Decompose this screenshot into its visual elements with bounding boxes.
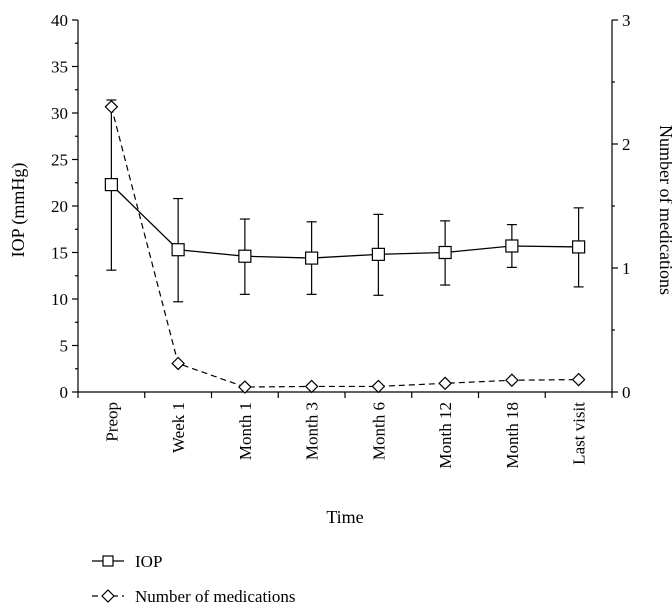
iop-line (110, 184, 579, 259)
series-medications (104, 99, 586, 394)
x-tick-label: Month 12 (436, 402, 455, 469)
x-tick-label: Week 1 (169, 402, 188, 453)
legend: IOP Number of medications (92, 552, 296, 606)
medications-point (238, 380, 252, 394)
medications-point (571, 372, 586, 387)
iop-point (505, 239, 519, 253)
iop-point (572, 240, 586, 254)
y-right-tick-label: 0 (622, 383, 631, 402)
x-tick-label: Month 18 (503, 402, 522, 469)
iop-point (171, 243, 185, 257)
axes (72, 19, 618, 398)
y-left-tick-label: 30 (51, 104, 68, 123)
legend-medications-label: Number of medications (135, 587, 296, 606)
y-axis-left-title: IOP (mmHg) (8, 163, 29, 258)
iop-point (305, 251, 319, 265)
medications-point (104, 99, 119, 114)
medications-point (505, 373, 519, 388)
y-left-tick-label: 20 (51, 197, 68, 216)
y-left-tick-label: 25 (51, 151, 68, 170)
iop-point (371, 247, 385, 261)
y-axis-right-title: Number of medications (656, 125, 672, 295)
legend-item-medications: Number of medications (92, 587, 296, 606)
iop-point (104, 178, 118, 192)
y-left-tick-label: 5 (60, 337, 69, 356)
y-left-tick-label: 15 (51, 244, 68, 263)
legend-iop-marker (102, 555, 114, 567)
y-left-tick-label: 40 (51, 11, 68, 30)
tick-labels: 0 5 10 15 20 25 30 35 40 0 1 2 3 Preop Week 1 Month 1 Mo… (51, 11, 631, 469)
y-left-tick-label: 0 (60, 383, 69, 402)
x-tick-label: Month 6 (369, 402, 388, 460)
iop-point (438, 245, 452, 260)
medications-point (371, 379, 386, 394)
y-right-tick-label: 2 (622, 135, 631, 154)
legend-medications-marker (101, 589, 115, 603)
x-axis-title: Time (326, 507, 363, 527)
x-tick-label: Month 1 (236, 402, 255, 460)
y-right-tick-label: 1 (622, 259, 631, 278)
y-right-tick-label: 3 (622, 11, 631, 30)
y-left-tick-label: 10 (51, 290, 68, 309)
x-tick-label: Preop (102, 402, 121, 442)
medications-point (304, 379, 319, 394)
x-tick-label: Last visit (570, 402, 589, 465)
iop-point (238, 249, 252, 263)
medications-point (438, 376, 452, 391)
medications-point (171, 356, 185, 371)
legend-item-iop: IOP (92, 552, 162, 571)
medications-line (110, 106, 579, 388)
x-tick-label: Month 3 (303, 402, 322, 460)
series-layer (104, 99, 586, 394)
legend-iop-label: IOP (135, 552, 162, 571)
y-left-tick-label: 35 (51, 58, 68, 77)
series-iop (104, 99, 586, 303)
